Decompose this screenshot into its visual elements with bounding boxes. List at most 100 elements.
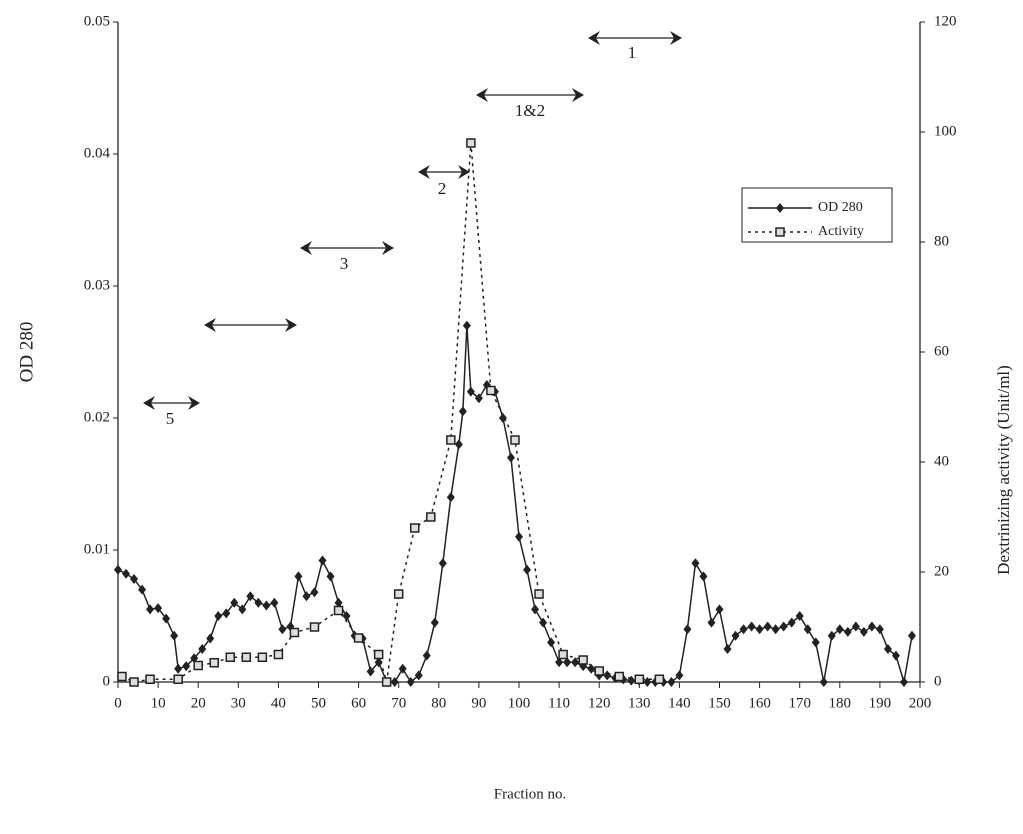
data-point — [458, 406, 467, 417]
data-point — [474, 393, 483, 404]
y-tick-label: 0 — [103, 673, 111, 689]
x-tick-label: 140 — [668, 695, 691, 711]
data-point — [430, 617, 439, 628]
data-point — [241, 652, 252, 662]
x-tick-label: 110 — [548, 695, 570, 711]
data-point — [899, 677, 908, 687]
data-point — [531, 604, 540, 615]
x-tick-label: 180 — [829, 695, 852, 711]
data-point — [318, 555, 327, 566]
data-point — [691, 558, 700, 569]
data-point — [539, 617, 548, 628]
data-point — [466, 138, 476, 148]
data-point — [614, 671, 624, 682]
annotation: 3 — [340, 254, 349, 273]
data-point — [190, 653, 199, 664]
data-point — [771, 624, 780, 635]
y-tick-label: 0.04 — [84, 145, 111, 161]
x-tick-label: 190 — [869, 695, 892, 711]
data-point — [634, 674, 645, 684]
data-point — [209, 658, 219, 668]
data-point — [173, 674, 183, 684]
y-tick-label: 0.02 — [84, 409, 110, 425]
data-point — [374, 657, 383, 668]
y2-tick-label: 80 — [934, 233, 949, 249]
data-point — [206, 633, 215, 644]
data-point — [803, 624, 812, 635]
annotation-arrows — [143, 31, 682, 410]
annotation: 5 — [166, 409, 175, 428]
data-point — [747, 621, 756, 632]
x-axis-label: Fraction no. — [494, 786, 567, 802]
data-point — [811, 637, 820, 648]
data-point — [603, 670, 612, 681]
data-point — [129, 677, 139, 687]
y2-tick-label: 40 — [934, 453, 949, 469]
data-point — [715, 604, 724, 615]
data-point — [342, 611, 351, 621]
y2-tick-label: 20 — [934, 563, 949, 579]
data-point — [787, 617, 796, 628]
data-point — [302, 591, 311, 602]
x-tick-label: 100 — [508, 695, 531, 711]
data-point — [154, 603, 163, 614]
y2-tick-label: 100 — [934, 123, 957, 139]
data-point — [683, 624, 692, 635]
data-point — [571, 657, 580, 668]
data-point — [675, 670, 684, 681]
data-point — [270, 597, 279, 608]
data-point — [198, 644, 207, 654]
data-point — [739, 624, 748, 635]
x-tick-label: 160 — [748, 695, 771, 711]
data-point — [289, 627, 300, 638]
y-tick-label: 0.01 — [84, 541, 110, 557]
data-point — [466, 386, 475, 397]
data-point — [334, 597, 343, 608]
data-point — [558, 649, 568, 660]
data-point — [594, 666, 604, 676]
data-point — [254, 597, 263, 608]
annotation: 2 — [438, 179, 447, 198]
data-point — [333, 605, 344, 616]
data-point — [409, 523, 420, 533]
annotation: 1 — [628, 43, 637, 62]
data-point — [225, 652, 236, 662]
data-point — [867, 621, 876, 632]
data-point — [381, 677, 392, 687]
data-point — [146, 604, 155, 615]
y2-axis-label: Dextrinizing activity (Unit/ml) — [994, 365, 1013, 575]
y-axis-label: OD 280 — [16, 322, 37, 383]
x-tick-label: 150 — [708, 695, 731, 711]
data-point — [262, 600, 271, 611]
data-point — [547, 637, 556, 648]
legend-label: OD 280 — [818, 200, 863, 215]
data-point — [353, 633, 364, 643]
data-point — [390, 677, 399, 687]
data-point — [162, 613, 171, 624]
x-tick-label: 50 — [311, 695, 326, 711]
data-point — [454, 439, 463, 450]
data-point — [835, 624, 844, 635]
x-tick-label: 0 — [114, 695, 122, 711]
data-point — [310, 587, 319, 598]
data-point — [843, 626, 852, 637]
data-point — [246, 591, 255, 602]
legend-marker — [775, 227, 785, 237]
x-tick-label: 90 — [471, 695, 486, 711]
data-point — [907, 630, 916, 641]
series-line — [121, 142, 660, 683]
data-point — [891, 650, 900, 661]
data-point — [859, 626, 868, 637]
data-point — [122, 568, 131, 579]
data-point — [138, 584, 147, 595]
x-tick-label: 200 — [909, 695, 932, 711]
x-tick-label: 10 — [151, 695, 166, 711]
legend-label: Activity — [818, 224, 864, 239]
data-point — [578, 655, 588, 665]
data-point — [763, 621, 772, 632]
data-point — [273, 649, 284, 660]
data-point — [795, 611, 804, 621]
data-point — [230, 597, 239, 608]
x-tick-label: 130 — [628, 695, 651, 711]
